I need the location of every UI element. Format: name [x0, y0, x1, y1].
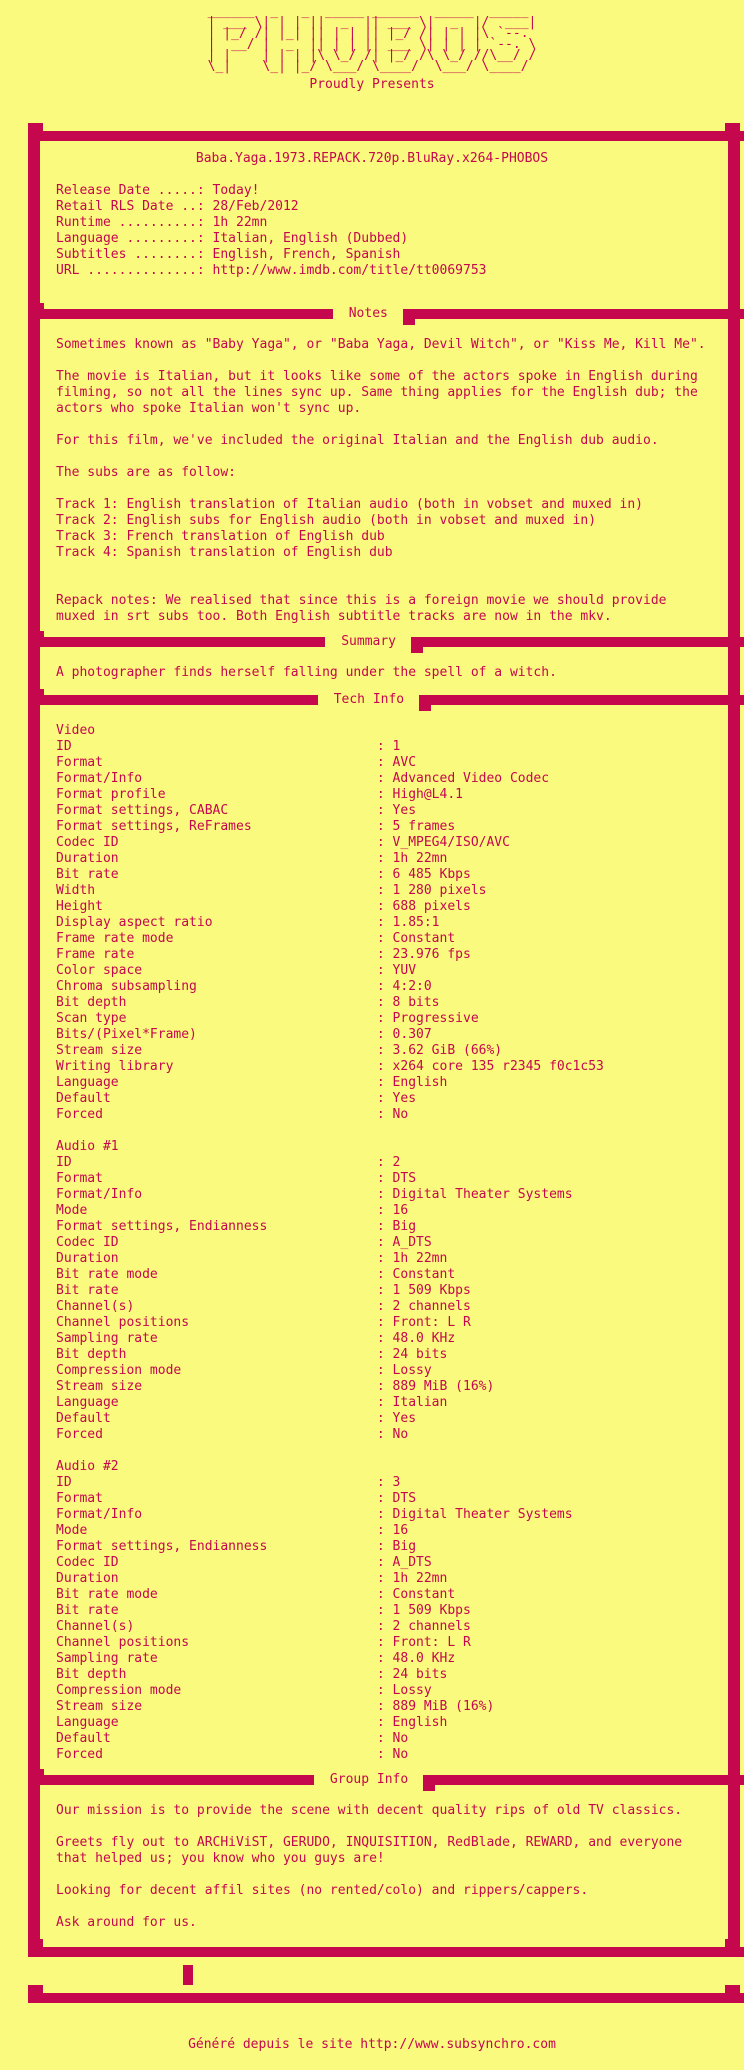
tech-section-title: Tech Info [333, 692, 405, 707]
release-info-section: Baba.Yaga.1973.REPACK.720p.BluRay.x264-P… [0, 141, 744, 309]
notes-divider: Notes [28, 303, 744, 325]
left-border [28, 131, 40, 1957]
tech-info-section: Video ID : 1 Format : AVC Format/Info : … [0, 711, 744, 1775]
notes-section: Sometimes known as "Baby Yaga", or "Baba… [0, 325, 744, 637]
group-info-text: Our mission is to provide the scene with… [56, 1803, 683, 1930]
top-border [28, 123, 744, 141]
notes-text: Sometimes known as "Baby Yaga", or "Baba… [56, 337, 706, 624]
group-section-title: Group Info [329, 1772, 409, 1787]
summary-divider-left-cap [28, 631, 44, 647]
summary-divider-notch [411, 637, 424, 653]
summary-divider: Summary [28, 631, 744, 653]
closing-border-right-cap [725, 1985, 740, 2003]
notes-divider-bar-right [414, 309, 744, 319]
group-info-divider: Group Info [28, 1769, 744, 1791]
top-border-right-cap [725, 123, 740, 141]
summary-divider-bar-left [28, 637, 326, 647]
tech-info-text: Video ID : 1 Format : AVC Format/Info : … [56, 723, 604, 1762]
group-info-section: Our mission is to provide the scene with… [0, 1791, 744, 1947]
cursor-block [183, 1965, 193, 1985]
group-divider-notch [423, 1775, 436, 1791]
closing-border [28, 1985, 744, 2003]
tech-divider-bar-left [28, 695, 318, 705]
notes-divider-notch [402, 309, 415, 325]
top-border-left-cap [28, 123, 43, 141]
group-divider-bar-left [28, 1775, 314, 1785]
footer-strip [0, 1957, 744, 1993]
notes-divider-bar-left [28, 309, 333, 319]
summary-section-title: Summary [341, 634, 397, 649]
summary-divider-bar-right [423, 637, 744, 647]
group-divider-left-cap [28, 1769, 44, 1785]
tech-divider-left-cap [28, 689, 44, 705]
generated-by-note: Généré depuis le site http://www.subsync… [188, 2037, 556, 2052]
tagline: Proudly Presents [309, 77, 435, 92]
right-border [728, 131, 740, 1957]
release-fields: Release Date .....: Today! Retail RLS Da… [56, 183, 487, 278]
nfo-page: { "colors":{"background":"#FAFA7E","acce… [0, 4, 744, 2070]
notes-section-title: Notes [348, 306, 388, 321]
tech-divider-bar-right [431, 695, 744, 705]
summary-text: A photographer finds herself falling und… [56, 665, 557, 680]
tech-info-divider: Tech Info [28, 689, 744, 711]
bottom-border-right-cap [725, 1939, 740, 1957]
summary-section: A photographer finds herself falling und… [0, 653, 744, 695]
nfo-frame: Baba.Yaga.1973.REPACK.720p.BluRay.x264-P… [0, 123, 744, 1957]
phobos-ascii-logo: ______ _ _ _____ ______ _____ _____ | __… [207, 4, 537, 74]
tech-divider-notch [419, 695, 432, 711]
group-divider-bar-right [435, 1775, 744, 1785]
notes-divider-left-cap [28, 303, 44, 319]
frame-bottom-border [28, 1939, 744, 1957]
bottom-border-left-cap [28, 1939, 43, 1957]
release-name: Baba.Yaga.1973.REPACK.720p.BluRay.x264-P… [195, 151, 549, 166]
closing-border-left-cap [28, 1985, 43, 2003]
